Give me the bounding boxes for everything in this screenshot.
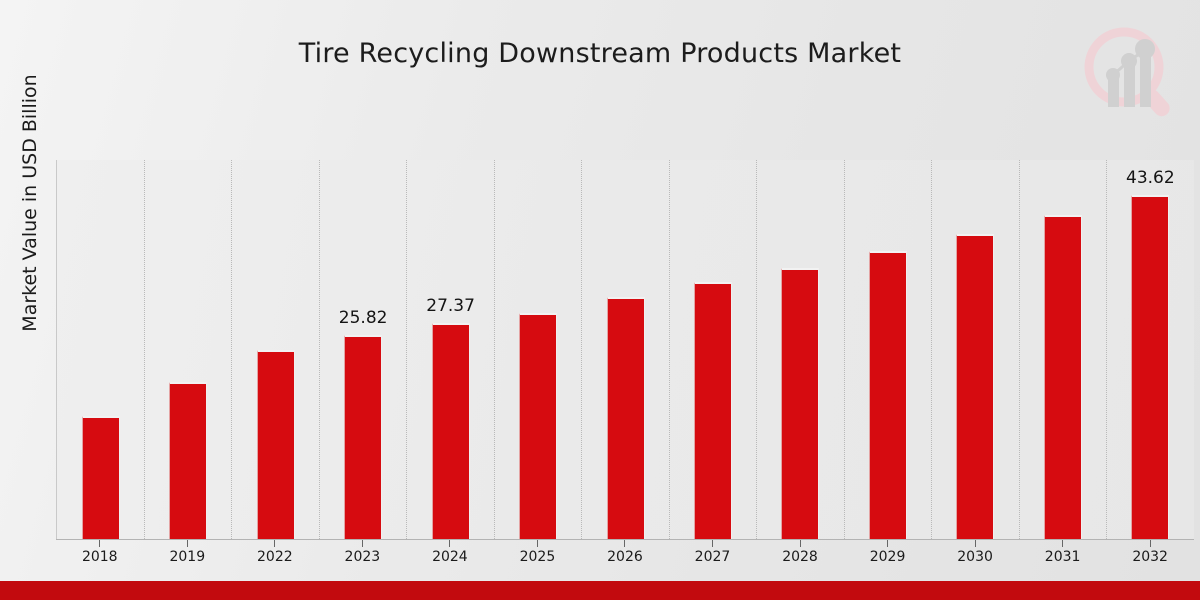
bar-slot xyxy=(494,160,581,539)
tick-mark xyxy=(449,540,451,547)
bar-slot xyxy=(1019,160,1106,539)
bar-slot xyxy=(932,160,1019,539)
x-axis-label: 2029 xyxy=(869,549,906,565)
x-axis-tick xyxy=(756,540,844,547)
x-axis-tick xyxy=(406,540,494,547)
x-axis-label: 2022 xyxy=(257,549,293,565)
gridline xyxy=(57,160,145,539)
tick-mark xyxy=(711,540,713,547)
x-axis-labels: 2018 2019 2022 2023 2024 2025 2026 2027 2028 2029… xyxy=(56,549,1194,565)
bar-slot: 27.37 xyxy=(407,160,494,539)
bar-slot xyxy=(844,160,931,539)
bar[interactable] xyxy=(1131,195,1170,539)
gridline xyxy=(932,160,1020,539)
gridline xyxy=(407,160,495,539)
x-axis-label: 2018 xyxy=(81,549,118,565)
x-axis-label: 2028 xyxy=(782,549,818,565)
bar-slot: 43.62 xyxy=(1107,160,1194,539)
bar-slot xyxy=(582,160,669,539)
bar[interactable] xyxy=(1043,215,1082,539)
tick-mark xyxy=(624,540,626,547)
tick-mark xyxy=(99,540,101,547)
bar-series: 25.82 27.37 43.62 xyxy=(57,160,1194,539)
plot-area: 25.82 27.37 43.62 xyxy=(56,160,1194,539)
x-axis-label: 2026 xyxy=(607,549,643,565)
gridline xyxy=(495,160,583,539)
x-axis-label: 2031 xyxy=(1044,549,1081,565)
magnifier-barchart-icon xyxy=(1084,27,1170,117)
tick-mark xyxy=(1062,540,1064,547)
x-axis-line xyxy=(56,539,1194,540)
gridline xyxy=(232,160,320,539)
x-axis-label: 2030 xyxy=(957,549,993,565)
x-axis-tick xyxy=(931,540,1019,547)
tick-mark xyxy=(361,540,363,547)
x-axis-label: 2024 xyxy=(432,549,468,565)
gridline xyxy=(145,160,233,539)
bar[interactable] xyxy=(868,251,907,539)
bar[interactable] xyxy=(431,323,470,539)
x-axis-label: 2027 xyxy=(694,549,731,565)
x-axis-ticks xyxy=(56,540,1194,547)
x-axis-label: 2025 xyxy=(519,549,556,565)
x-axis-tick xyxy=(144,540,232,547)
x-axis-tick xyxy=(494,540,582,547)
bar[interactable] xyxy=(606,297,645,539)
x-axis-tick xyxy=(1106,540,1194,547)
x-axis-label: 2023 xyxy=(344,549,381,565)
x-axis-tick xyxy=(669,540,757,547)
bar[interactable] xyxy=(344,335,383,539)
x-axis-tick xyxy=(56,540,144,547)
bar[interactable] xyxy=(956,234,995,539)
gridline xyxy=(757,160,845,539)
bar-slot xyxy=(757,160,844,539)
x-axis-label: 2032 xyxy=(1132,549,1168,565)
x-axis-tick xyxy=(319,540,407,547)
gridline xyxy=(1020,160,1108,539)
bar-slot: 25.82 xyxy=(319,160,406,539)
bar[interactable] xyxy=(519,313,558,539)
x-axis-tick xyxy=(231,540,319,547)
bar-value-label: 43.62 xyxy=(1126,168,1175,188)
bar-slot xyxy=(669,160,756,539)
watermark-logo xyxy=(1078,22,1182,126)
tick-mark xyxy=(536,540,538,547)
x-axis-tick xyxy=(844,540,932,547)
tick-mark xyxy=(1149,540,1151,547)
tick-mark xyxy=(799,540,801,547)
gridlines xyxy=(57,160,1194,539)
bar[interactable] xyxy=(81,416,120,539)
y-axis-title: Market Value in USD Billion xyxy=(19,74,41,332)
bar-slot xyxy=(232,160,319,539)
bar-value-label: 25.82 xyxy=(338,308,388,328)
bar-slot xyxy=(57,160,144,539)
tick-mark xyxy=(274,540,276,547)
bar[interactable] xyxy=(256,350,295,539)
gridline xyxy=(670,160,758,539)
tick-mark xyxy=(186,540,188,547)
bar[interactable] xyxy=(781,268,820,539)
gridline xyxy=(320,160,408,539)
bar-value-label: 27.37 xyxy=(426,296,475,316)
page-title: Tire Recycling Downstream Products Marke… xyxy=(298,38,902,69)
x-axis-label: 2019 xyxy=(169,549,206,565)
bottom-band xyxy=(0,581,1200,600)
bar[interactable] xyxy=(169,382,208,539)
bar[interactable] xyxy=(694,282,733,539)
x-axis-tick xyxy=(581,540,669,547)
tick-mark xyxy=(974,540,976,547)
gridline xyxy=(582,160,670,539)
bar-slot xyxy=(144,160,231,539)
tick-mark xyxy=(887,540,889,547)
gridline xyxy=(845,160,933,539)
x-axis-tick xyxy=(1019,540,1107,547)
